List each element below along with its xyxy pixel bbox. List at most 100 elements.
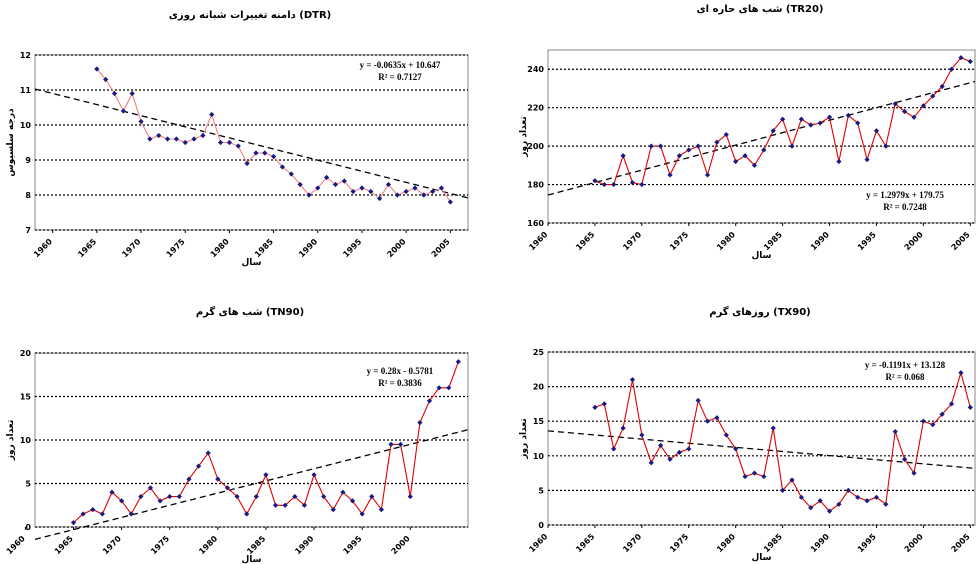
- data-point: [704, 172, 711, 178]
- data-point: [147, 136, 153, 142]
- x-axis-label: سال: [751, 251, 771, 261]
- data-point: [315, 185, 321, 191]
- data-point: [388, 441, 394, 447]
- data-point: [751, 470, 758, 476]
- data-point: [873, 128, 880, 134]
- y-tick-label: 200: [527, 142, 544, 151]
- data-point: [417, 420, 423, 426]
- x-tick-label: 2000: [903, 230, 925, 252]
- x-tick-label: 2000: [903, 532, 925, 554]
- x-tick-label: 1965: [574, 532, 596, 554]
- data-point: [176, 493, 182, 500]
- data-point: [128, 511, 134, 517]
- x-tick-label: 1960: [527, 532, 549, 554]
- data-point: [695, 143, 701, 149]
- y-tick-label: 11: [20, 86, 32, 95]
- data-point: [873, 494, 880, 500]
- x-tick-label: 2000: [390, 534, 412, 556]
- y-tick-label: 0: [25, 523, 31, 532]
- data-point: [186, 476, 192, 482]
- data-point: [658, 442, 664, 449]
- data-point: [156, 132, 162, 139]
- data-point: [620, 153, 626, 159]
- trend-line: [34, 429, 469, 540]
- data-point: [695, 397, 701, 404]
- trend-equation: y = -0.1191x + 13.128: [865, 360, 946, 370]
- chart-panel: 7 8 9 10 11 12 1960 1965 1970 1975 1980 1985 1990 199…: [6, 10, 469, 268]
- x-tick-label: 1990: [297, 237, 319, 259]
- data-point: [629, 180, 636, 186]
- trend-equation: y = 1.2979x + 179.75: [866, 190, 944, 200]
- data-point: [892, 101, 898, 107]
- data-point: [412, 185, 418, 191]
- x-tick-label: 1975: [668, 230, 690, 252]
- data-point: [217, 139, 224, 146]
- y-tick-label: 15: [20, 393, 32, 402]
- data-point: [958, 370, 964, 376]
- data-point: [845, 112, 851, 118]
- data-point: [253, 150, 259, 156]
- data-point: [723, 432, 729, 438]
- data-point: [321, 493, 327, 500]
- data-point: [780, 116, 786, 122]
- data-point: [262, 150, 268, 156]
- data-point: [592, 404, 598, 410]
- chart-panel: 0 5 10 15 20 25 1960 1965 1970 1975 1980 1985 1990 19…: [519, 305, 976, 563]
- y-tick-label: 15: [533, 417, 545, 426]
- data-point: [426, 398, 433, 404]
- data-point: [714, 415, 720, 421]
- data-point: [658, 143, 664, 149]
- x-tick-label: 1990: [293, 534, 315, 556]
- chart-title: روزهای گرم (TX90): [709, 305, 811, 318]
- x-axis-label: سال: [241, 258, 261, 268]
- data-point: [855, 120, 861, 126]
- trend-r2: R² = 0.7127: [378, 72, 422, 82]
- y-axis-label: تعداد روز: [519, 418, 529, 459]
- x-tick-label: 1965: [53, 534, 75, 556]
- x-tick-label: 1985: [245, 534, 267, 556]
- data-point: [958, 55, 964, 61]
- data-point: [826, 508, 833, 514]
- data-point: [686, 147, 692, 153]
- data-point: [939, 411, 945, 417]
- x-tick-label: 2000: [385, 237, 407, 259]
- data-point: [270, 153, 277, 160]
- data-point: [215, 476, 221, 482]
- data-point: [324, 174, 330, 181]
- data-point: [341, 178, 347, 184]
- data-point: [306, 192, 312, 198]
- data-point: [288, 171, 294, 177]
- x-tick-label: 1995: [341, 237, 363, 259]
- data-point: [808, 505, 814, 511]
- data-point: [80, 511, 86, 517]
- data-point: [209, 111, 215, 118]
- data-point: [377, 195, 383, 202]
- data-point: [430, 188, 436, 195]
- data-point: [704, 418, 711, 424]
- x-tick-label: 1985: [762, 230, 784, 252]
- y-axis-label: تعداد روز: [519, 116, 529, 157]
- data-point: [761, 147, 767, 153]
- data-point: [446, 385, 452, 391]
- data-point: [826, 114, 833, 120]
- data-point: [205, 450, 211, 456]
- data-point: [742, 153, 748, 159]
- y-tick-label: 180: [527, 181, 544, 190]
- data-point: [639, 181, 645, 188]
- data-point: [686, 446, 692, 452]
- data-point: [164, 136, 171, 142]
- y-tick-label: 20: [20, 349, 32, 358]
- data-point: [421, 192, 427, 198]
- trend-equation: y = -0.0635x + 10.647: [360, 60, 441, 70]
- trend-line: [34, 88, 469, 199]
- data-line: [96, 68, 451, 203]
- data-point: [99, 511, 105, 517]
- data-point: [780, 487, 786, 493]
- x-tick-label: 1970: [120, 237, 142, 259]
- x-tick-label: 1990: [809, 532, 831, 554]
- y-axis-label: تعداد روز: [6, 420, 16, 461]
- data-point: [902, 456, 908, 462]
- data-point: [845, 487, 851, 493]
- data-point: [836, 501, 842, 507]
